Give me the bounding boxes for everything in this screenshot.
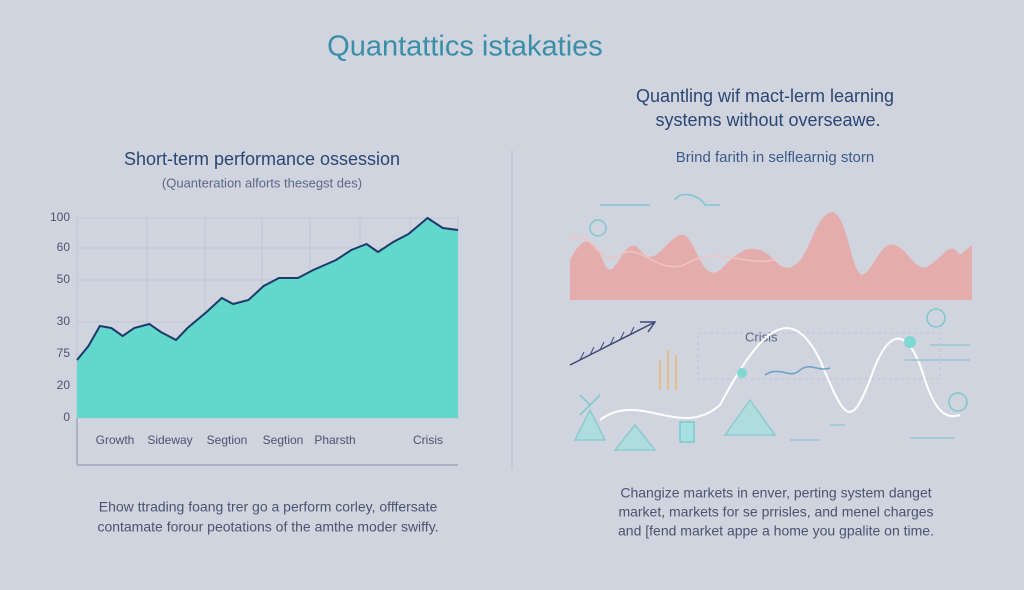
left-caption: Ehow ttrading foang trer go a perform co… [99, 499, 438, 515]
left-heading: Short-term performance ossession [124, 149, 400, 169]
left-subheading: (Quanteration alforts thesegst des) [162, 175, 362, 190]
decoration: Crisis [569, 193, 972, 451]
region-label: Crisis [413, 433, 443, 447]
y-tick-label: 75 [57, 346, 71, 360]
region-label: Segtion [207, 433, 248, 447]
region-label: Sideway [147, 433, 192, 447]
right-heading: systems without overseawe. [655, 110, 880, 130]
y-tick-label: 50 [57, 272, 71, 286]
region-label: Growth [96, 433, 135, 447]
right-caption: Changize markets in enver, perting syste… [620, 485, 931, 501]
crisis-label: Crisis [745, 329, 778, 344]
right-heading: Quantling wif mact-lerm learning [636, 86, 894, 106]
region-label: Segtion [263, 433, 304, 447]
right-caption: market, markets for se prrisles, and men… [618, 504, 933, 520]
right-subheading: Brind farith in selflearnig storn [676, 149, 874, 166]
right-caption: and [fend market appe a home you gpalite… [618, 523, 934, 539]
y-tick-label: 0 [63, 410, 70, 424]
left-caption: contamate forour peotations of the amthe… [97, 519, 438, 535]
region-label: Pharsth [314, 433, 355, 447]
area [77, 218, 458, 418]
y-tick-label: 30 [57, 314, 71, 328]
title: Quantattics istakaties [327, 31, 603, 63]
y-tick-label: 60 [57, 240, 71, 254]
line [76, 216, 459, 361]
y-tick-label: 20 [57, 378, 71, 392]
y-tick-label: 100 [50, 210, 70, 224]
